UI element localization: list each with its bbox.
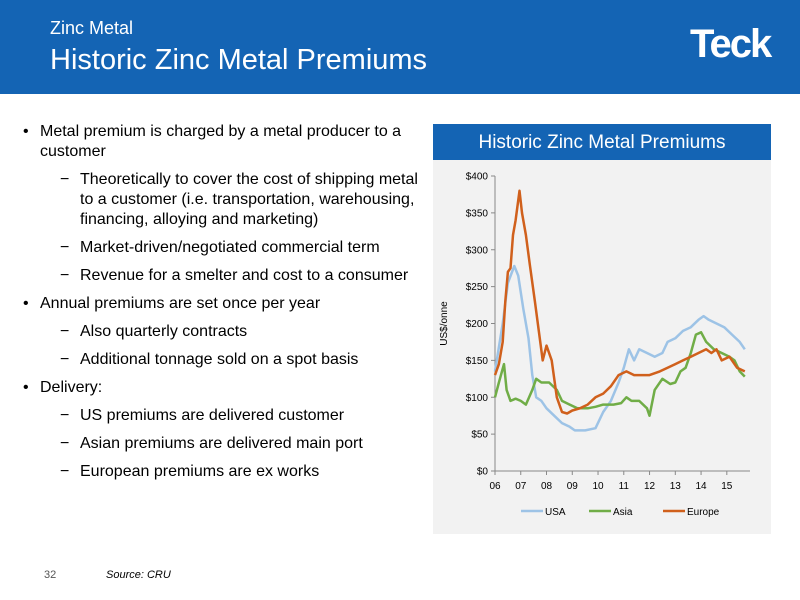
y-tick-label: $250: [466, 282, 489, 293]
x-tick-label: 10: [592, 481, 604, 492]
sub-bullet-item: Market-driven/negotiated commercial term: [20, 238, 420, 258]
legend-label-asia: Asia: [613, 507, 633, 518]
x-tick-label: 07: [515, 481, 527, 492]
chart-title: Historic Zinc Metal Premiums: [433, 124, 771, 160]
bullet-item: Metal premium is charged by a metal prod…: [20, 122, 420, 162]
legend-label-europe: Europe: [687, 507, 720, 518]
teck-logo: Teck: [690, 22, 772, 66]
slide-title: Historic Zinc Metal Premiums: [50, 44, 428, 76]
y-tick-label: $50: [471, 430, 488, 441]
sub-bullet-item: Revenue for a smelter and cost to a cons…: [20, 266, 420, 286]
sub-bullet-item: US premiums are delivered customer: [20, 406, 420, 426]
series-line-usa: [493, 264, 746, 432]
legend-label-usa: USA: [545, 507, 566, 518]
series-line-europe: [493, 189, 746, 415]
y-axis-title: US$/onne: [439, 301, 450, 346]
x-tick-label: 13: [670, 481, 682, 492]
x-tick-label: 08: [541, 481, 553, 492]
bullet-list: Metal premium is charged by a metal prod…: [20, 122, 420, 490]
x-tick-label: 15: [721, 481, 733, 492]
y-tick-label: $200: [466, 319, 489, 330]
series-line-asia: [493, 331, 746, 417]
x-tick-label: 11: [619, 481, 630, 492]
sub-bullet-item: Asian premiums are delivered main port: [20, 434, 420, 454]
y-tick-label: $300: [466, 245, 489, 256]
bullet-item: Delivery:: [20, 378, 420, 398]
zinc-premium-line-chart: $0 $50 $100 $150 $200 $250 $300 $350 $400 06 07 08 0…: [439, 172, 750, 518]
y-tick-label: $0: [477, 467, 489, 478]
slide-header: Zinc Metal Historic Zinc Metal Premiums …: [0, 0, 800, 94]
bullet-item: Annual premiums are set once per year: [20, 294, 420, 314]
x-tick-label: 14: [695, 481, 707, 492]
y-tick-label: $100: [466, 393, 489, 404]
x-tick-label: 09: [567, 481, 579, 492]
source-note: Source: CRU: [106, 569, 171, 581]
sub-bullet-item: Theoretically to cover the cost of shipp…: [20, 170, 420, 230]
sub-bullet-item: European premiums are ex works: [20, 462, 420, 482]
slide-subtitle: Zinc Metal: [50, 18, 134, 38]
x-tick-label: 06: [489, 481, 501, 492]
chart-panel: Historic Zinc Metal Premiums $0 $50 $100 $1…: [433, 124, 771, 534]
x-tick-label: 12: [644, 481, 656, 492]
sub-bullet-item: Additional tonnage sold on a spot basis: [20, 350, 420, 370]
y-tick-label: $400: [466, 172, 489, 183]
sub-bullet-item: Also quarterly contracts: [20, 322, 420, 342]
y-tick-label: $150: [466, 356, 489, 367]
y-tick-label: $350: [466, 208, 489, 219]
page-number: 32: [44, 569, 57, 581]
